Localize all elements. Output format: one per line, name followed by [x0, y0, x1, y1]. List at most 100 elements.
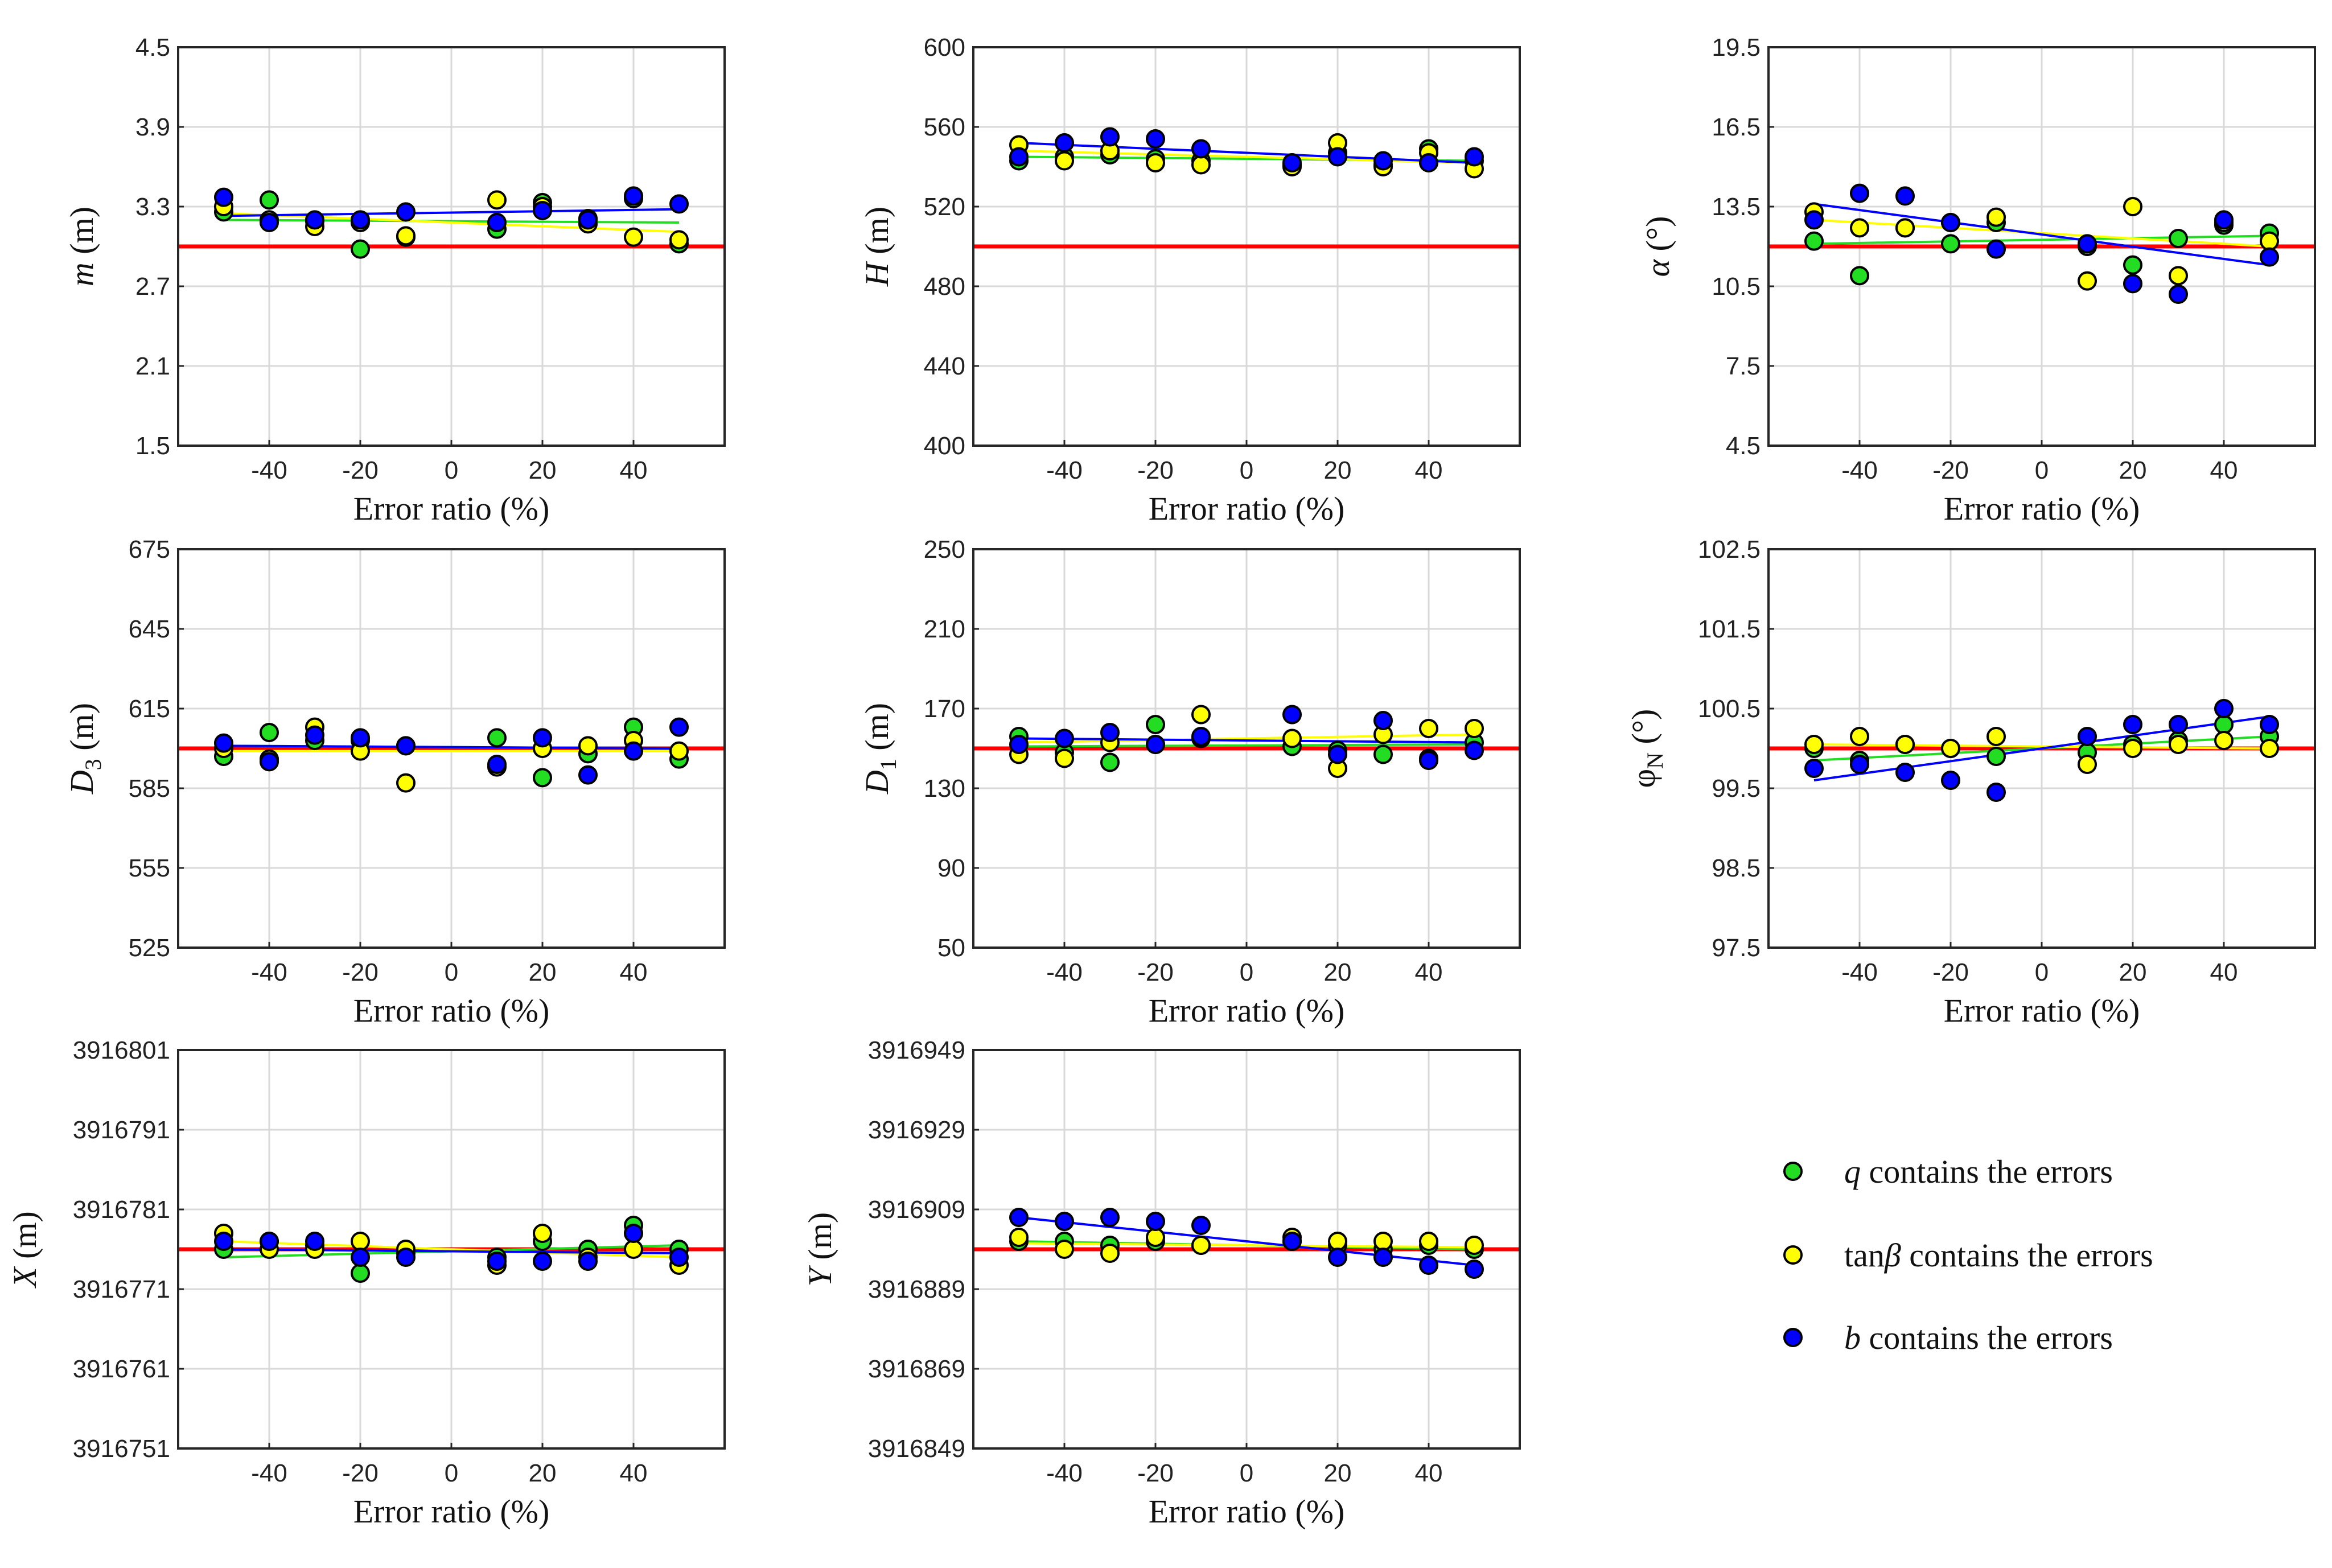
x-tick-label: 20	[1324, 1459, 1352, 1487]
x-tick-label: -20	[1137, 456, 1174, 484]
y-tick-label: 3916781	[73, 1196, 170, 1224]
legend-label: tanβ contains the errors	[1844, 1237, 2153, 1274]
x-axis-label: Error ratio (%)	[353, 1493, 550, 1530]
y-axis-label: D1 (m)	[858, 703, 901, 795]
point-b	[1804, 210, 1824, 230]
y-tick-label: 520	[924, 193, 965, 221]
y-tick-label: 210	[924, 615, 965, 643]
point-tanb	[487, 190, 507, 210]
point-tanb	[1282, 729, 1302, 748]
point-b	[1282, 1232, 1302, 1251]
point-b	[2214, 210, 2234, 230]
point-tanb	[1850, 727, 1869, 746]
x-tick-label: -40	[1841, 456, 1878, 484]
x-tick-label: 0	[445, 456, 458, 484]
y-tick-label: 2.1	[135, 352, 170, 380]
legend-marker-q	[1783, 1162, 1803, 1181]
x-tick-label: -40	[1046, 456, 1083, 484]
point-b	[533, 1252, 552, 1271]
x-tick-label: -20	[1932, 456, 1969, 484]
y-axis-label: m (m)	[63, 207, 100, 286]
y-tick-label: 3.9	[135, 113, 170, 141]
point-q	[1986, 747, 2006, 766]
point-tanb	[351, 1232, 370, 1251]
subplots: -40 -20 0 20 40 1.5 2.1 2.7 3.3 3.9 4.5 Error ratio…	[6, 34, 2316, 1530]
y-axis-label: H (m)	[858, 207, 895, 287]
x-tick-label: 20	[2119, 958, 2147, 986]
point-b	[214, 187, 233, 207]
point-q	[1100, 752, 1120, 772]
point-q	[1146, 715, 1165, 734]
point-b	[305, 725, 324, 745]
point-tanb	[1009, 1228, 1029, 1247]
point-b	[2123, 715, 2142, 734]
subplot-Y: -40 -20 0 20 40 3916849 3916869 3916889 3916909 3…	[801, 1036, 1521, 1530]
point-b	[1895, 763, 1915, 782]
trend-line-b	[223, 744, 680, 750]
x-tick-label: -20	[1137, 1459, 1174, 1487]
point-b	[1146, 735, 1165, 754]
trend-line-b	[1813, 715, 2270, 781]
point-b	[487, 755, 507, 774]
x-axis-label: Error ratio (%)	[1149, 992, 1345, 1029]
y-tick-label: 480	[924, 273, 965, 301]
y-tick-label: 440	[924, 352, 965, 380]
point-tanb	[2260, 739, 2279, 758]
point-b	[2123, 274, 2142, 294]
point-tanb	[1055, 151, 1074, 171]
point-b	[351, 728, 370, 748]
y-tick-label: 3916801	[73, 1036, 170, 1064]
point-tanb	[2078, 271, 2097, 291]
y-tick-label: 250	[924, 536, 965, 563]
point-q	[2123, 255, 2142, 275]
trend-line-q	[1813, 234, 2270, 245]
x-tick-label: 40	[620, 958, 648, 986]
point-tanb	[396, 226, 416, 246]
point-tanb	[2123, 197, 2142, 216]
legend-label: q contains the errors	[1844, 1153, 2113, 1190]
point-b	[1009, 1208, 1029, 1227]
x-tick-label: -20	[1137, 958, 1174, 986]
x-tick-label: 0	[445, 1459, 458, 1487]
point-tanb	[1419, 1232, 1438, 1251]
point-b	[260, 1232, 279, 1251]
point-b	[1373, 711, 1393, 730]
point-b	[1055, 729, 1074, 748]
point-tanb	[1419, 719, 1438, 738]
legend-item-q: q contains the errors	[1783, 1153, 2113, 1190]
y-tick-label: 10.5	[1712, 273, 1761, 301]
x-axis-label: Error ratio (%)	[353, 490, 550, 527]
y-tick-label: 3916751	[73, 1435, 170, 1463]
x-tick-label: 20	[1324, 958, 1352, 986]
point-q	[1373, 744, 1393, 764]
point-tanb	[1146, 1228, 1165, 1247]
trend-line-q	[1018, 743, 1475, 748]
point-b	[305, 1232, 324, 1251]
x-tick-label: 40	[620, 1459, 648, 1487]
subplot-D1: -40 -20 0 20 40 50 90 130 170 210 250 Error ratio (…	[858, 536, 1521, 1029]
x-tick-label: -40	[251, 1459, 287, 1487]
legend-item-b: b contains the errors	[1783, 1319, 2113, 1356]
x-axis-label: Error ratio (%)	[353, 992, 550, 1029]
x-tick-label: 20	[1324, 456, 1352, 484]
point-tanb	[1055, 748, 1074, 768]
point-b	[396, 736, 416, 756]
y-tick-label: 3916771	[73, 1275, 170, 1303]
point-b	[1986, 783, 2006, 802]
point-tanb	[669, 230, 689, 250]
x-axis-label: Error ratio (%)	[1149, 490, 1345, 527]
y-tick-label: 3916929	[868, 1116, 965, 1144]
trend-line-tanb	[1018, 733, 1475, 744]
x-axis-label: Error ratio (%)	[1944, 490, 2140, 527]
point-b	[260, 213, 279, 232]
point-q	[2169, 229, 2188, 248]
point-tanb	[1986, 727, 2006, 746]
point-b	[1328, 147, 1347, 167]
trend-line-tanb	[223, 1240, 680, 1258]
x-axis-label: Error ratio (%)	[1944, 992, 2140, 1029]
trend-line-tanb	[223, 212, 680, 233]
point-b	[1895, 186, 1915, 206]
y-tick-label: 170	[924, 695, 965, 723]
point-b	[1055, 1212, 1074, 1231]
subplot-X: -40 -20 0 20 40 3916751 3916761 3916771 3916781 3…	[6, 1036, 726, 1530]
